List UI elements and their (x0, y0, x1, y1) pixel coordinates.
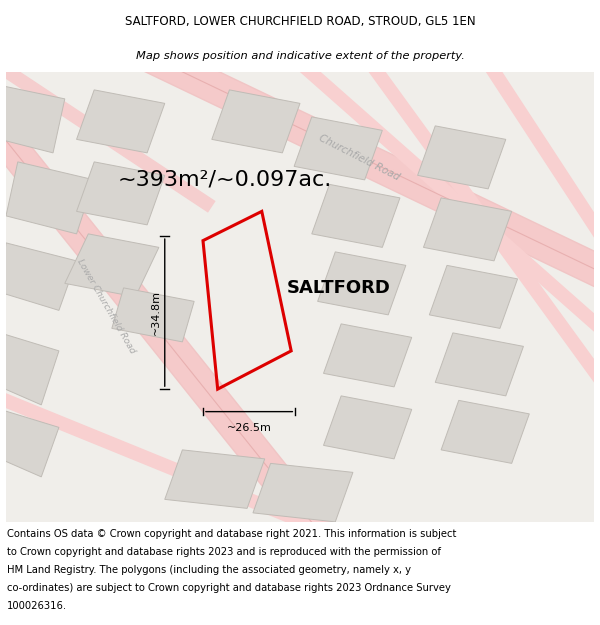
Text: co-ordinates) are subject to Crown copyright and database rights 2023 Ordnance S: co-ordinates) are subject to Crown copyr… (7, 583, 451, 593)
Polygon shape (6, 162, 94, 234)
Polygon shape (165, 450, 265, 508)
Polygon shape (430, 266, 518, 328)
Text: Map shows position and indicative extent of the property.: Map shows position and indicative extent… (136, 51, 464, 61)
Polygon shape (253, 463, 353, 522)
Polygon shape (323, 396, 412, 459)
Text: SALTFORD: SALTFORD (286, 279, 390, 297)
Text: ~34.8m: ~34.8m (151, 290, 161, 335)
Text: SALTFORD, LOWER CHURCHFIELD ROAD, STROUD, GL5 1EN: SALTFORD, LOWER CHURCHFIELD ROAD, STROUD… (125, 15, 475, 28)
Polygon shape (441, 401, 529, 463)
Polygon shape (435, 333, 523, 396)
Polygon shape (0, 243, 77, 311)
Polygon shape (77, 90, 165, 153)
Polygon shape (112, 288, 194, 342)
Polygon shape (294, 117, 382, 180)
Text: ~393m²/~0.097ac.: ~393m²/~0.097ac. (118, 170, 332, 190)
Text: HM Land Registry. The polygons (including the associated geometry, namely x, y: HM Land Registry. The polygons (includin… (7, 565, 411, 575)
Polygon shape (65, 234, 159, 297)
Polygon shape (212, 90, 300, 153)
Polygon shape (418, 126, 506, 189)
Polygon shape (323, 324, 412, 387)
Polygon shape (424, 198, 512, 261)
Polygon shape (77, 162, 165, 225)
Polygon shape (312, 184, 400, 248)
Polygon shape (317, 252, 406, 315)
Text: Contains OS data © Crown copyright and database right 2021. This information is : Contains OS data © Crown copyright and d… (7, 529, 457, 539)
Text: 100026316.: 100026316. (7, 601, 67, 611)
Polygon shape (0, 86, 65, 153)
Text: Lower Churchfield Road: Lower Churchfield Road (75, 257, 137, 354)
Text: Churchfield Road: Churchfield Road (317, 132, 401, 182)
Text: to Crown copyright and database rights 2023 and is reproduced with the permissio: to Crown copyright and database rights 2… (7, 547, 441, 557)
Text: ~26.5m: ~26.5m (227, 423, 272, 433)
Polygon shape (0, 333, 59, 405)
Polygon shape (0, 409, 59, 477)
